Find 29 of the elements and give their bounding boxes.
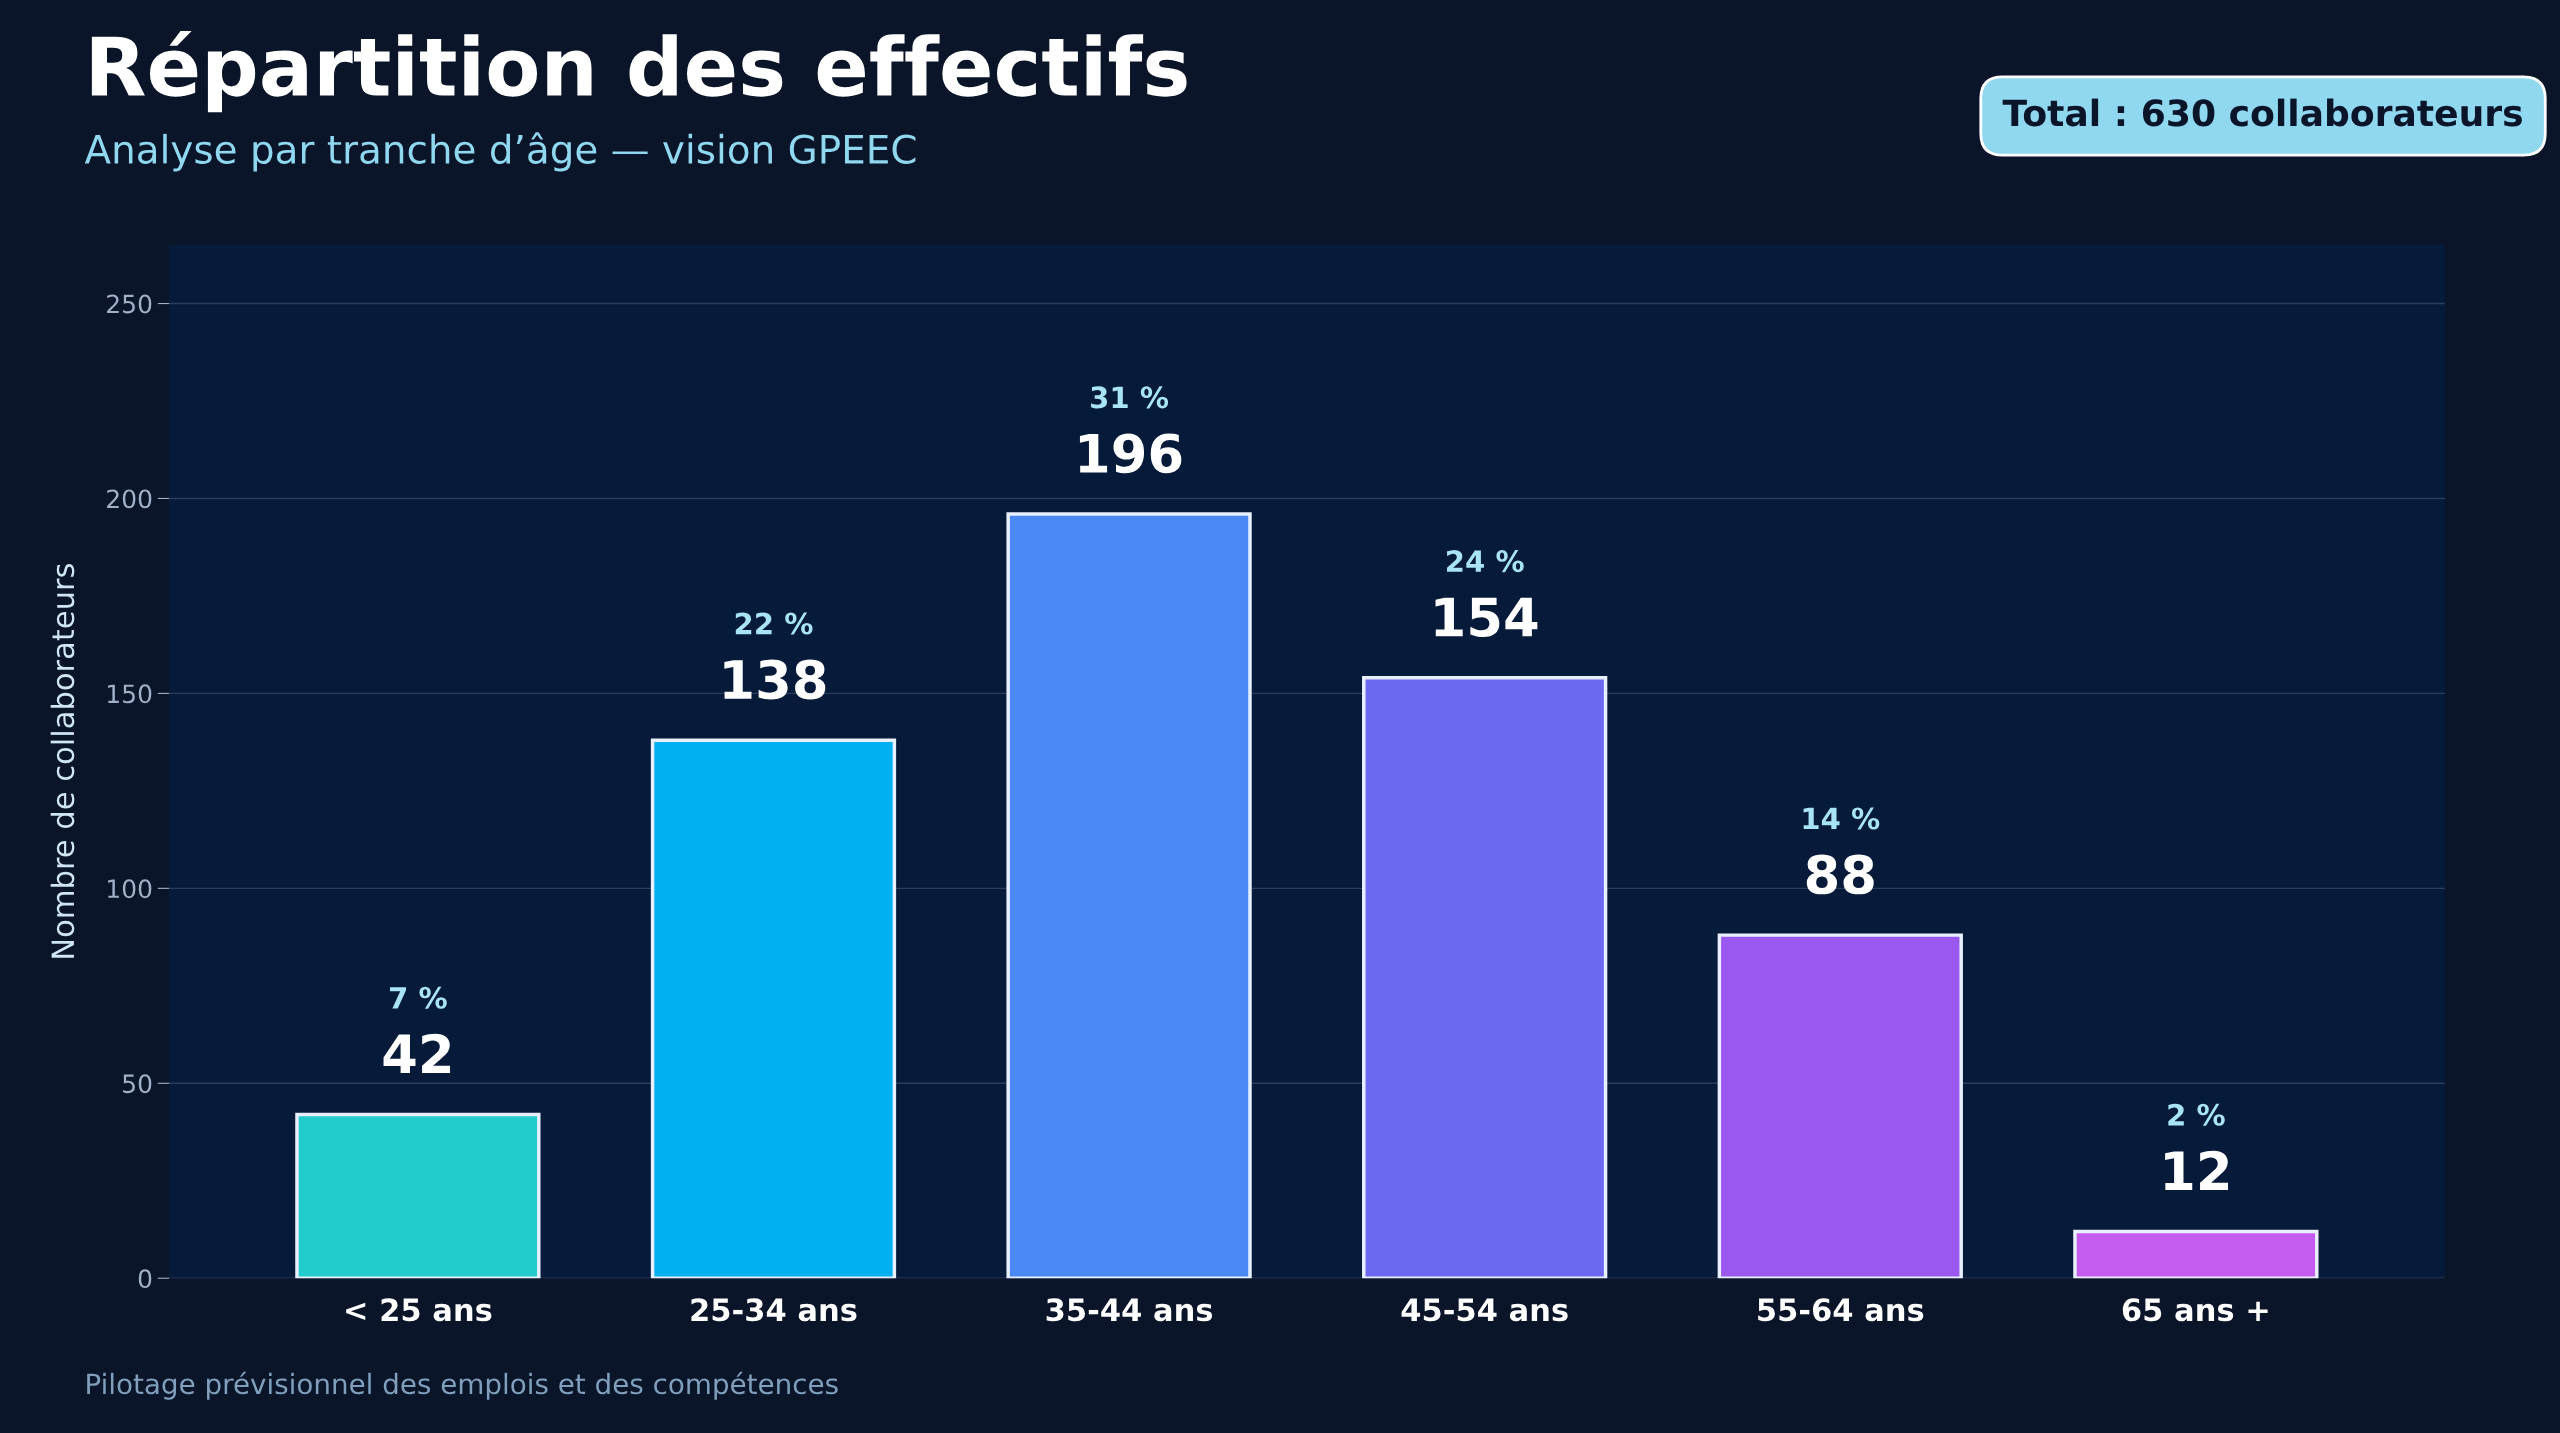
chart-subtitle: Analyse par tranche d’âge — vision GPEEC (84, 132, 916, 172)
y-tick-label: 150 (108, 684, 152, 704)
x-tick-label: 65 ans + (2122, 1298, 2268, 1322)
y-axis-title: Nombre de collaborateurs (50, 564, 75, 958)
data-label: 88 (1806, 854, 1874, 895)
y-tick-label: 50 (123, 1074, 152, 1094)
y-tick-label: 250 (107, 294, 152, 314)
text: Total : 630 collaborateurs (2002, 98, 2522, 127)
annotation: 14 % (1803, 807, 1880, 830)
annotation: 31 % (1091, 386, 1169, 409)
data-label: 12 (2165, 1150, 2229, 1190)
annotation: 22 % (735, 612, 813, 635)
y-tick-label: 100 (108, 879, 152, 899)
x-tick-label: 25-34 ans (691, 1298, 857, 1322)
x-tick-label: 55-64 ans (1758, 1298, 1924, 1322)
x-tick-label: 45-54 ans (1401, 1298, 1568, 1322)
y-tick-label: 200 (107, 489, 152, 509)
data-label: 154 (1435, 597, 1538, 638)
x-tick-label: 35-44 ans (1046, 1298, 1213, 1322)
data-label: 196 (1079, 433, 1182, 474)
chart-title: Répartition des effectifs (91, 31, 1187, 113)
annotation: 24 % (1447, 550, 1524, 573)
text: Pilotage prévisionnel des emplois et des compétences (87, 1371, 838, 1400)
annotation: 2 % (2168, 1103, 2225, 1126)
data-label: 42 (383, 1033, 451, 1073)
y-tick-label: 0 (138, 1269, 152, 1289)
annotation: 7 % (389, 986, 447, 1009)
data-label: 138 (724, 659, 826, 700)
x-tick-label: < 25 ans (346, 1298, 492, 1322)
